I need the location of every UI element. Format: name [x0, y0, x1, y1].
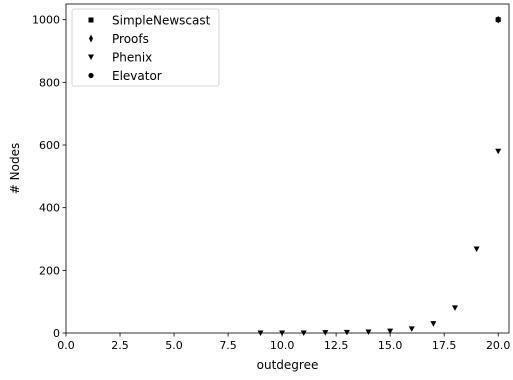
phenix-point [408, 326, 415, 332]
phenix-point [430, 321, 437, 327]
legend-marker-phenix [88, 54, 94, 60]
phenix-point [300, 330, 307, 336]
legend-label-proofs: Proofs [112, 32, 149, 46]
x-axis-label: outdegree [257, 358, 319, 372]
phenix-point [322, 330, 329, 336]
y-tick-label: 1000 [32, 14, 60, 27]
x-tick-label: 15.0 [378, 339, 403, 352]
phenix-point [495, 148, 502, 155]
legend-label-elevator: Elevator [112, 69, 162, 83]
legend-box [71, 8, 220, 87]
y-tick-label: 200 [39, 264, 60, 277]
elevator-point [495, 17, 501, 23]
phenix-point [257, 330, 264, 336]
x-tick-label: 17.5 [432, 339, 457, 352]
phenix-point [387, 328, 394, 335]
phenix-point [473, 246, 480, 253]
legend-label-phenix: Phenix [112, 51, 152, 65]
legend: SimpleNewscast Proofs Phenix Elevator [71, 8, 220, 87]
y-tick-label: 600 [39, 139, 60, 152]
x-tick-label: 7.5 [219, 339, 237, 352]
phenix-point [279, 330, 286, 336]
y-axis-label: # Nodes [8, 143, 22, 194]
y-tick-label: 400 [39, 202, 60, 215]
legend-marker-proofs [89, 34, 93, 43]
legend-marker-simplenewscast [88, 17, 94, 23]
x-tick-label: 20.0 [486, 339, 511, 352]
y-tick-label: 0 [53, 327, 60, 340]
x-tick-label: 0.0 [57, 339, 75, 352]
phenix-point [343, 329, 350, 336]
phenix-point [451, 305, 458, 311]
plot-frame [65, 3, 510, 334]
x-tick-label: 12.5 [324, 339, 349, 352]
data-points [257, 15, 502, 336]
phenix-point [365, 329, 372, 336]
x-tick-label: 2.5 [111, 339, 129, 352]
legend-label-simplenewscast: SimpleNewscast [112, 14, 211, 28]
y-tick-label: 800 [39, 76, 60, 89]
x-tick-label: 5.0 [165, 339, 183, 352]
legend-marker-elevator [88, 72, 94, 79]
axes: 0.0 2.5 5.0 7.5 10.0 12.5 15.0 17.5 20.0 0 200 400 6… [8, 3, 511, 372]
x-tick-label: 10.0 [270, 339, 295, 352]
